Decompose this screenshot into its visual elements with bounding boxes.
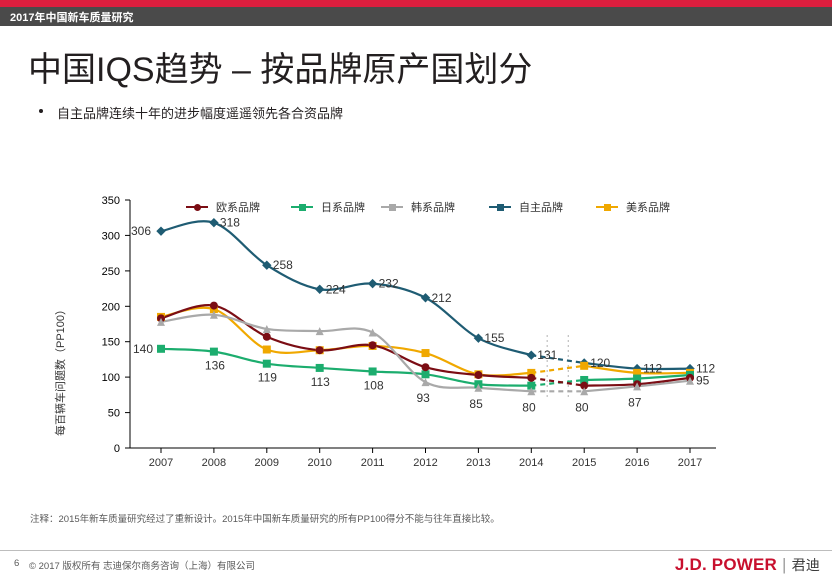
svg-text:87: 87 xyxy=(628,395,642,409)
svg-text:2008: 2008 xyxy=(202,457,226,469)
svg-text:150: 150 xyxy=(102,337,120,349)
svg-text:258: 258 xyxy=(273,258,293,272)
svg-text:2013: 2013 xyxy=(466,457,490,469)
svg-text:212: 212 xyxy=(432,291,452,305)
svg-text:100: 100 xyxy=(102,372,120,384)
svg-text:306: 306 xyxy=(131,224,151,238)
svg-text:113: 113 xyxy=(311,375,330,389)
svg-text:200: 200 xyxy=(102,301,120,313)
svg-text:2015: 2015 xyxy=(572,457,596,469)
svg-text:80: 80 xyxy=(575,400,589,414)
svg-text:2016: 2016 xyxy=(625,457,649,469)
svg-text:108: 108 xyxy=(364,379,384,393)
svg-text:85: 85 xyxy=(469,397,483,411)
svg-text:2011: 2011 xyxy=(361,457,385,469)
svg-text:119: 119 xyxy=(258,371,277,385)
svg-text:95: 95 xyxy=(696,374,710,388)
svg-text:80: 80 xyxy=(522,400,536,414)
svg-text:112: 112 xyxy=(643,362,662,376)
svg-text:0: 0 xyxy=(114,443,120,455)
svg-text:318: 318 xyxy=(220,216,240,230)
svg-text:120: 120 xyxy=(590,356,610,370)
svg-text:140: 140 xyxy=(133,342,153,356)
svg-text:2012: 2012 xyxy=(413,457,437,469)
svg-text:2014: 2014 xyxy=(519,457,543,469)
svg-text:250: 250 xyxy=(102,266,120,278)
svg-text:300: 300 xyxy=(102,230,120,242)
svg-text:350: 350 xyxy=(102,195,120,207)
svg-text:2009: 2009 xyxy=(255,457,279,469)
svg-text:224: 224 xyxy=(326,282,346,296)
svg-text:50: 50 xyxy=(108,408,120,420)
svg-text:136: 136 xyxy=(205,359,225,373)
svg-text:2007: 2007 xyxy=(149,457,173,469)
svg-text:93: 93 xyxy=(417,391,431,405)
svg-text:155: 155 xyxy=(484,331,504,345)
svg-text:2017: 2017 xyxy=(678,457,702,469)
svg-text:131: 131 xyxy=(537,348,557,362)
svg-text:232: 232 xyxy=(379,277,399,291)
svg-text:2010: 2010 xyxy=(307,457,331,469)
